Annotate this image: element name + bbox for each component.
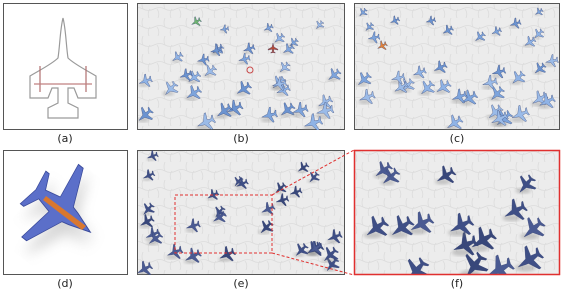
- caption: (e): [233, 277, 248, 290]
- panel-b: [138, 4, 345, 130]
- caption: (f): [451, 277, 463, 290]
- caption: (b): [233, 132, 249, 145]
- caption: (c): [450, 132, 465, 145]
- panel-c: [355, 4, 560, 130]
- caption: (d): [57, 277, 73, 290]
- caption: (a): [57, 132, 72, 145]
- figure: (a) (b) (c) (d) (e) (f): [0, 0, 563, 293]
- panel-a: [4, 4, 128, 130]
- shadow: [402, 275, 423, 283]
- page: (a) (b) (c) (d) (e) (f) (() => { const d…: [0, 0, 563, 293]
